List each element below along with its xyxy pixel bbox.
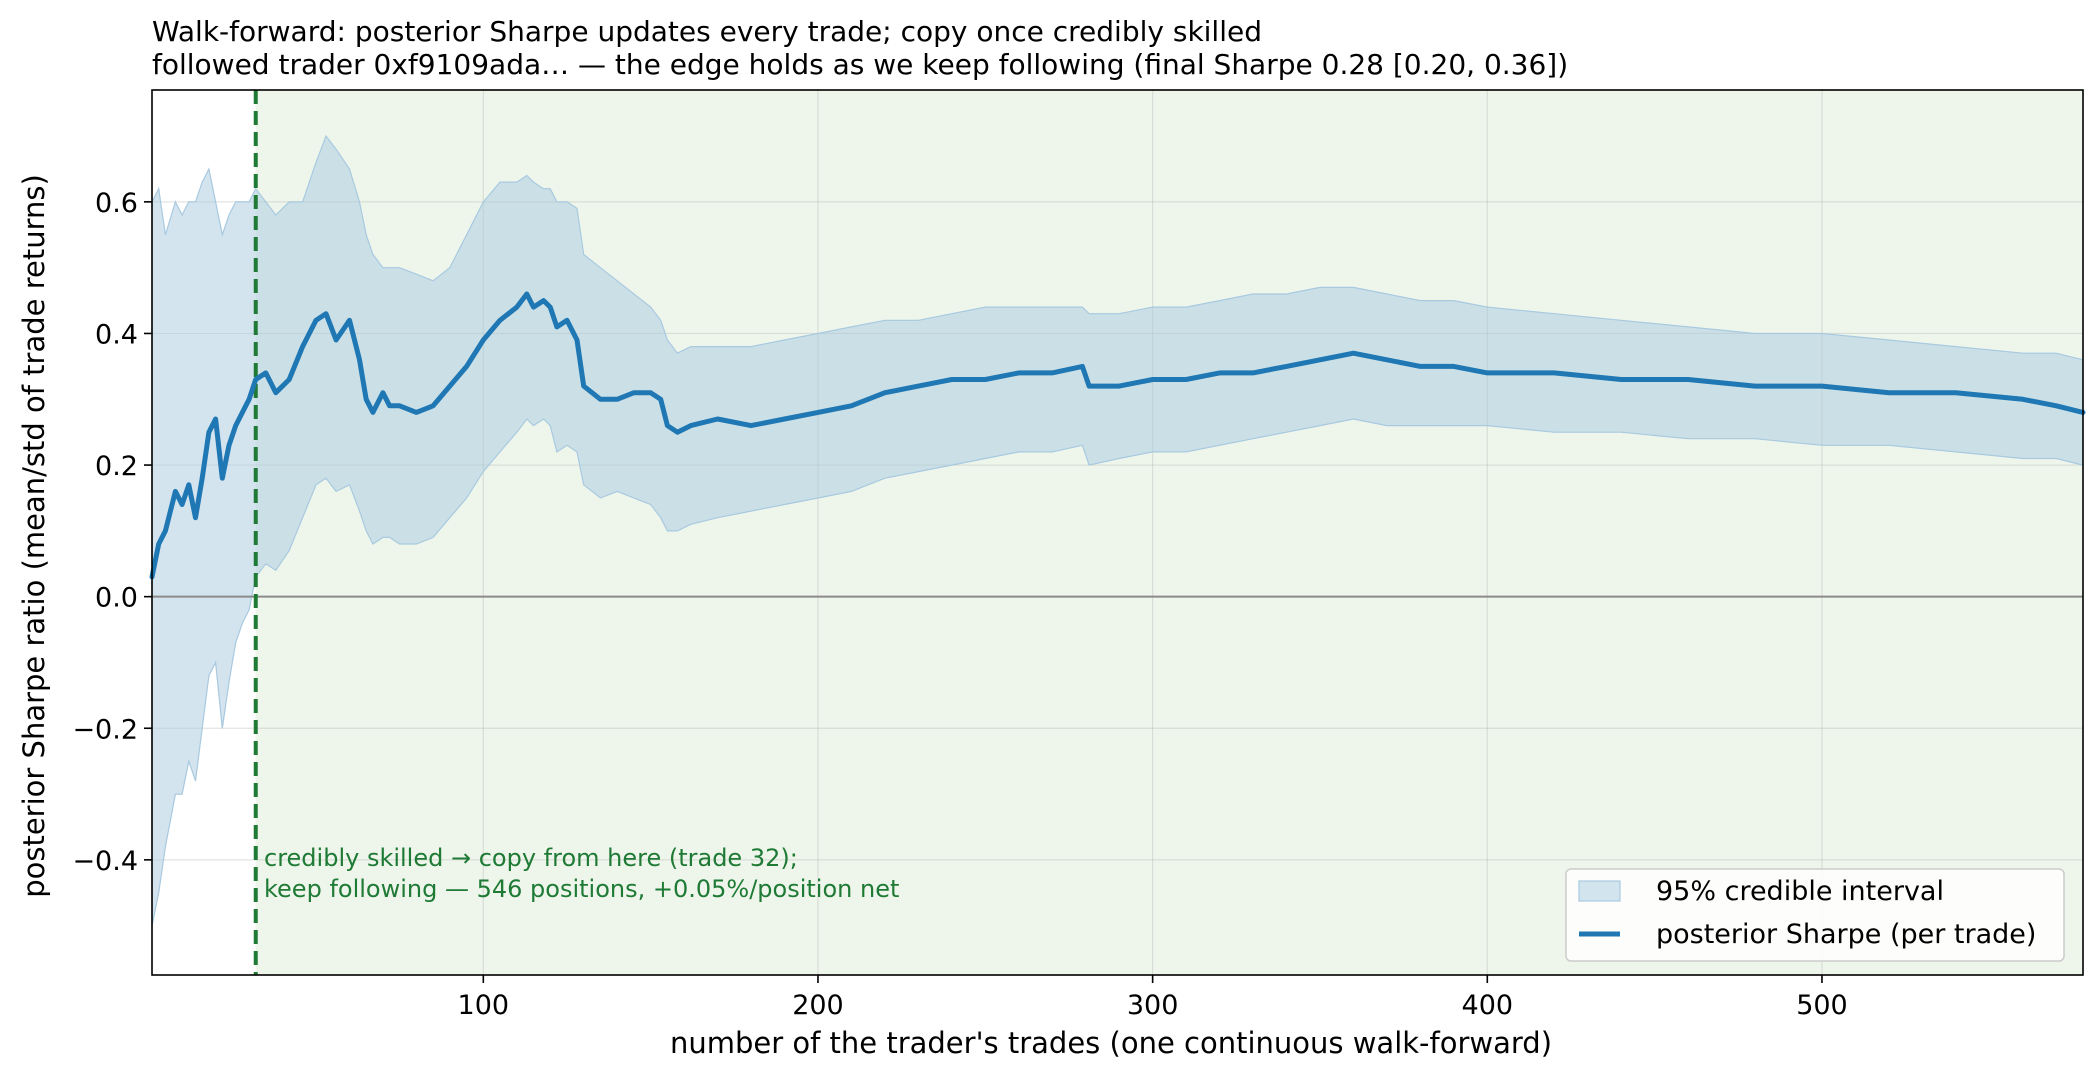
y-tick-label: 0.0: [95, 583, 138, 614]
legend-box: [1565, 868, 2065, 962]
x-tick-label: 400: [1462, 990, 1514, 1021]
plot-frame: [151, 89, 2084, 976]
y-axis-label: posterior Sharpe ratio (mean/std of trad…: [17, 174, 51, 898]
copy-annotation-line-2: keep following — 546 positions, +0.05%/p…: [264, 875, 899, 903]
x-tick-label: 300: [1127, 990, 1179, 1021]
x-tick-label: 500: [1796, 990, 1848, 1021]
legend: 95% credible interval posterior Sharpe (…: [1565, 868, 2065, 962]
sharpe-series-line: [149, 291, 2086, 580]
y-tick-label: −0.2: [72, 714, 138, 745]
x-axis-label: number of the trader's trades (one conti…: [670, 1026, 1552, 1060]
chart-title-line-1: Walk-forward: posterior Sharpe updates e…: [152, 15, 1262, 48]
x-tick-label: 100: [458, 990, 510, 1021]
legend-line-label: posterior Sharpe (per trade): [1656, 919, 2036, 950]
copy-annotation-line-1: credibly skilled → copy from here (trade…: [264, 844, 798, 872]
chart-title-line-2: followed trader 0xf9109ada… — the edge h…: [152, 48, 1568, 81]
plot-area: [149, 89, 2086, 976]
y-tick-label: −0.4: [72, 846, 138, 877]
y-axis-ticks: −0.4 −0.2 0.0 0.2 0.4 0.6: [72, 188, 152, 877]
x-axis-ticks: 100 200 300 400 500: [458, 975, 1848, 1021]
y-tick-label: 0.6: [95, 188, 138, 219]
x-tick-label: 200: [792, 990, 844, 1021]
y-tick-label: 0.4: [95, 319, 138, 350]
legend-band-swatch: [1578, 880, 1621, 902]
y-tick-label: 0.2: [95, 451, 138, 482]
legend-band-label: 95% credible interval: [1656, 876, 1944, 907]
